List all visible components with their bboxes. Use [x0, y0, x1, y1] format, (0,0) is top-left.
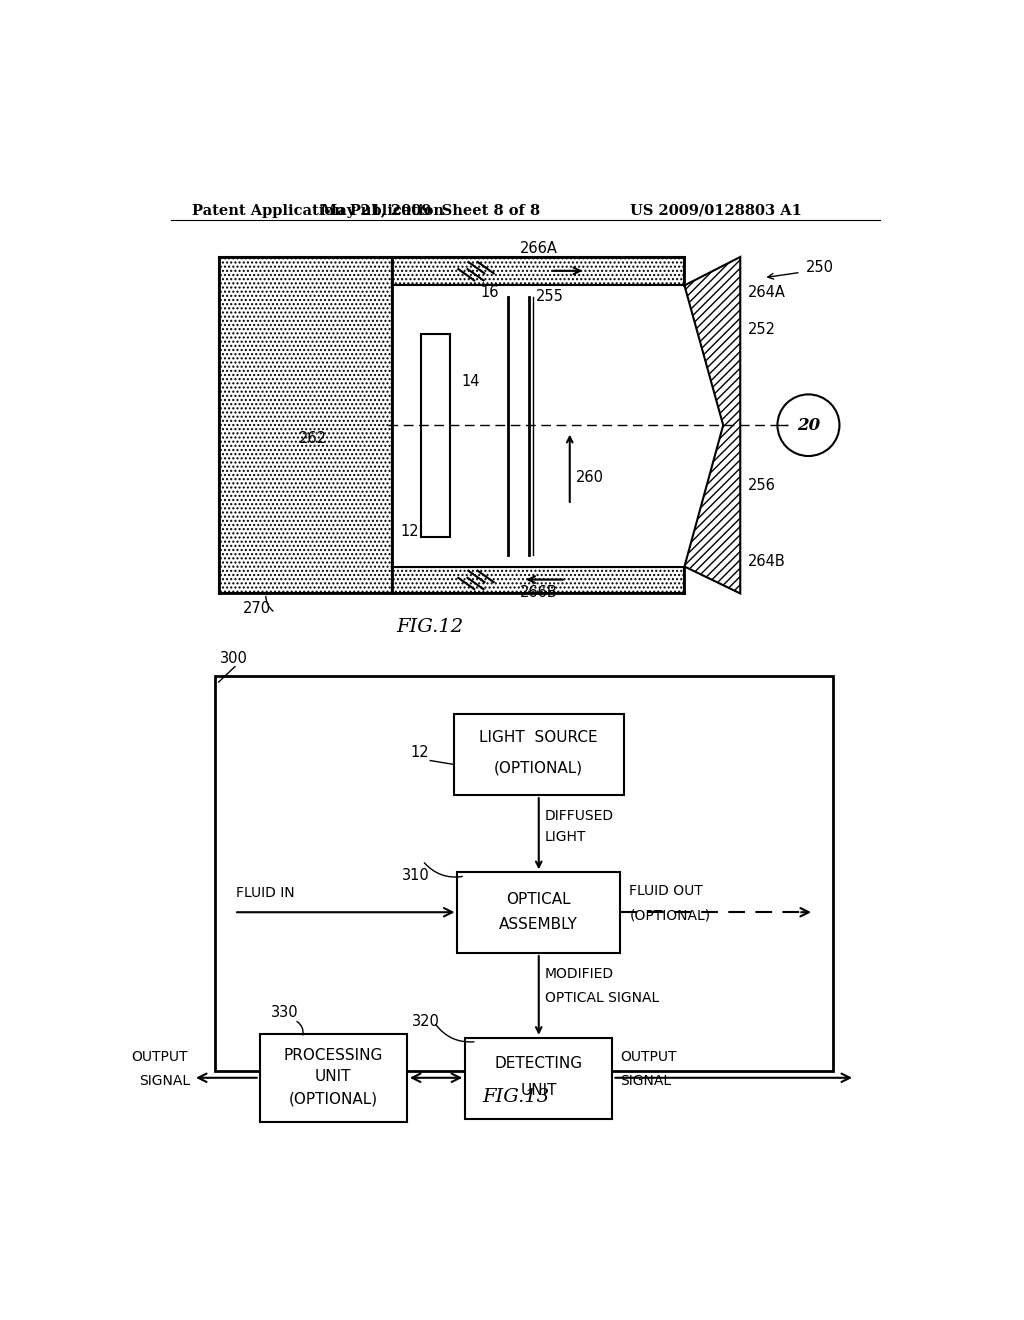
Text: 320: 320 — [413, 1014, 440, 1030]
Text: FLUID OUT: FLUID OUT — [630, 884, 703, 899]
Text: 250: 250 — [806, 260, 835, 276]
Bar — [391, 285, 684, 566]
Text: Patent Application Publication: Patent Application Publication — [191, 203, 443, 218]
Bar — [215, 676, 834, 1071]
Text: 310: 310 — [401, 867, 429, 883]
Bar — [260, 1034, 407, 1122]
Text: 264B: 264B — [748, 554, 785, 569]
Text: UNIT: UNIT — [315, 1069, 351, 1084]
Text: PROCESSING: PROCESSING — [284, 1048, 383, 1063]
Bar — [458, 873, 621, 953]
Text: (OPTIONAL): (OPTIONAL) — [495, 760, 584, 776]
Text: FIG.12: FIG.12 — [396, 618, 464, 636]
Text: 256: 256 — [748, 478, 776, 492]
Bar — [391, 257, 684, 285]
Text: OUTPUT: OUTPUT — [621, 1049, 677, 1064]
Text: (OPTIONAL): (OPTIONAL) — [289, 1092, 378, 1107]
Text: LIGHT  SOURCE: LIGHT SOURCE — [479, 730, 598, 744]
Text: 255: 255 — [536, 289, 563, 304]
Bar — [454, 714, 624, 795]
Text: 20: 20 — [797, 417, 820, 434]
Text: 264A: 264A — [748, 285, 785, 300]
Bar — [219, 257, 391, 594]
Text: 252: 252 — [748, 322, 776, 337]
Text: 262: 262 — [299, 432, 327, 446]
Bar — [465, 1038, 612, 1118]
Text: (OPTIONAL): (OPTIONAL) — [630, 909, 711, 923]
Text: OUTPUT: OUTPUT — [131, 1049, 187, 1064]
Text: 266A: 266A — [520, 242, 558, 256]
Text: 12: 12 — [411, 744, 429, 760]
Bar — [391, 566, 684, 594]
Text: 330: 330 — [271, 1005, 299, 1020]
Text: UNIT: UNIT — [520, 1082, 557, 1098]
Text: US 2009/0128803 A1: US 2009/0128803 A1 — [630, 203, 802, 218]
Text: FLUID IN: FLUID IN — [237, 886, 295, 900]
Text: MODIFIED: MODIFIED — [545, 968, 614, 982]
Text: ASSEMBLY: ASSEMBLY — [500, 917, 579, 932]
Text: FIG.13: FIG.13 — [482, 1088, 549, 1106]
Text: OPTICAL: OPTICAL — [507, 891, 571, 907]
Text: DETECTING: DETECTING — [495, 1056, 583, 1071]
Text: 14: 14 — [461, 374, 480, 388]
Text: SIGNAL: SIGNAL — [139, 1074, 190, 1089]
Text: 266B: 266B — [520, 585, 558, 601]
Text: 270: 270 — [243, 601, 270, 615]
Text: 12: 12 — [400, 524, 420, 539]
Text: OPTICAL SIGNAL: OPTICAL SIGNAL — [545, 990, 659, 1005]
Text: May 21, 2009  Sheet 8 of 8: May 21, 2009 Sheet 8 of 8 — [321, 203, 540, 218]
Bar — [421, 334, 450, 537]
Text: LIGHT: LIGHT — [545, 830, 587, 845]
Text: 300: 300 — [219, 651, 248, 665]
Text: SIGNAL: SIGNAL — [621, 1074, 672, 1089]
Text: 260: 260 — [575, 470, 604, 484]
Text: 16: 16 — [480, 285, 499, 300]
Text: DIFFUSED: DIFFUSED — [545, 809, 614, 822]
